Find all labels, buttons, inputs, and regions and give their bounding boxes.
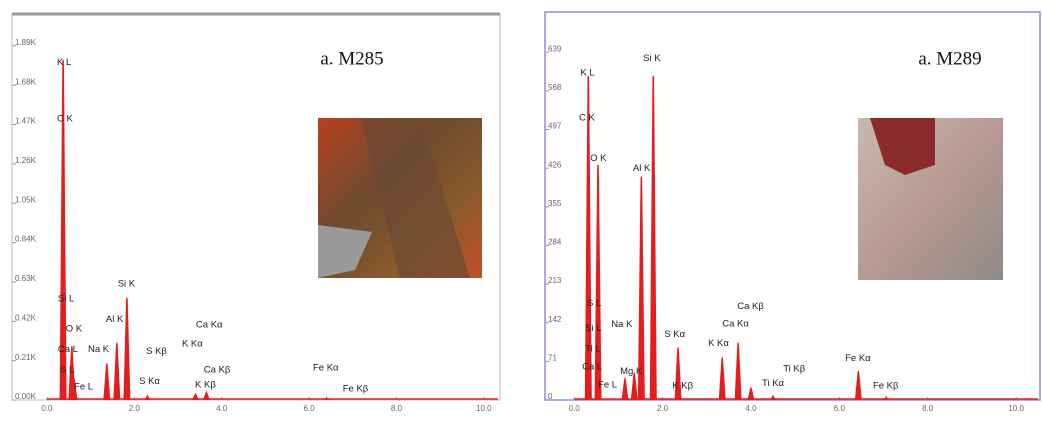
y-tick-label: 497 bbox=[548, 122, 562, 131]
peak-label: O K bbox=[590, 153, 607, 164]
peak-label: C K bbox=[57, 113, 73, 124]
peak-label: Ca Kα bbox=[722, 318, 749, 329]
y-tick-label: 142 bbox=[548, 315, 562, 324]
peak-label: Ca Kα bbox=[196, 320, 223, 331]
peak-label: Mg K bbox=[620, 366, 643, 377]
y-tick-label: 71 bbox=[548, 353, 557, 362]
photo-left bbox=[318, 118, 482, 278]
y-tick-label: 1.47K bbox=[15, 117, 37, 126]
x-tick-label: 4.0 bbox=[745, 404, 757, 413]
peak-label: S Kα bbox=[664, 329, 685, 340]
x-tick-label: 0.0 bbox=[41, 404, 53, 413]
peak-label: Si K bbox=[643, 53, 661, 64]
y-tick-label: 0.00K bbox=[15, 392, 37, 401]
peak-label: Si L bbox=[58, 293, 74, 304]
peak-label: Ti Kα bbox=[762, 378, 785, 389]
peak-label: Na K bbox=[611, 319, 633, 330]
photo-right bbox=[858, 118, 1003, 280]
peak-label: K Kβ bbox=[672, 380, 693, 391]
peak-label: Ti Kβ bbox=[783, 363, 806, 374]
peak-label: K Kα bbox=[708, 338, 729, 349]
peak-label: Si L bbox=[585, 323, 601, 334]
peak-label: Ti L bbox=[585, 343, 600, 354]
peak-label: Ca Kβ bbox=[737, 301, 764, 312]
x-tick-label: 0.0 bbox=[569, 404, 581, 413]
figure: a. M285 0.00K 0.21K 0.42K 0.63K 0.84K 1.05K 1.2… bbox=[0, 0, 1042, 434]
x-tick-label: 2.0 bbox=[129, 404, 141, 413]
x-tick-label: 8.0 bbox=[922, 404, 934, 413]
y-tick-label: 1.68K bbox=[15, 77, 37, 86]
y-tick-label: 639 bbox=[548, 44, 562, 53]
peak-label: Ca Kβ bbox=[204, 365, 231, 376]
peak-label: S Kα bbox=[139, 376, 160, 387]
peak-label: Fe Kα bbox=[845, 353, 871, 364]
chart-title: a. M289 bbox=[918, 48, 981, 69]
peak-label: Fe L bbox=[598, 379, 617, 390]
y-tick-label: 1.26K bbox=[15, 156, 37, 165]
x-tick-label: 6.0 bbox=[834, 404, 846, 413]
peak-label: S L bbox=[587, 298, 601, 309]
peak-label: Al K bbox=[106, 314, 124, 325]
x-tick-label: 2.0 bbox=[657, 404, 669, 413]
peak-label: O K bbox=[66, 323, 83, 334]
peak-label: Fe Kα bbox=[313, 363, 339, 374]
peak-label: Fe Kβ bbox=[873, 380, 899, 391]
peak-label: K L bbox=[580, 67, 594, 78]
peak-label: C K bbox=[579, 113, 596, 124]
peak-label: K Kβ bbox=[195, 380, 216, 391]
peak-label: Ca L bbox=[582, 361, 602, 372]
y-tick-label: 0.84K bbox=[15, 235, 37, 244]
y-tick-label: 426 bbox=[548, 160, 562, 169]
peak-label: K L bbox=[57, 57, 71, 68]
peak-label: Ca L bbox=[58, 344, 78, 355]
x-tick-label: 10.0 bbox=[1008, 404, 1024, 413]
x-tick-label: 10.0 bbox=[476, 404, 492, 413]
y-tick-label: 568 bbox=[548, 83, 562, 92]
y-tick-label: 213 bbox=[548, 276, 562, 285]
peak-label: Fe L bbox=[74, 381, 93, 392]
y-tick-label: 0.42K bbox=[15, 313, 37, 322]
peak-label: Al K bbox=[633, 163, 651, 174]
y-tick-label: 0.63K bbox=[15, 274, 37, 283]
peak-label: Si K bbox=[118, 278, 136, 289]
x-tick-label: 8.0 bbox=[391, 404, 403, 413]
y-tick-label: 0.21K bbox=[15, 353, 37, 362]
peak-label: K Kα bbox=[182, 338, 203, 349]
peak-label: S Kβ bbox=[146, 346, 167, 357]
peak-label: S L bbox=[60, 365, 74, 376]
peak-label: Na K bbox=[88, 344, 110, 355]
chart-title: a. M285 bbox=[320, 48, 383, 69]
y-tick-label: 284 bbox=[548, 238, 562, 247]
x-tick-label: 4.0 bbox=[216, 404, 228, 413]
peak-label: Fe Kβ bbox=[343, 383, 369, 394]
y-tick-label: 1.89K bbox=[15, 38, 37, 47]
y-tick-label: 355 bbox=[548, 199, 562, 208]
y-tick-label: 0 bbox=[548, 392, 553, 401]
x-tick-label: 6.0 bbox=[304, 404, 316, 413]
y-tick-label: 1.05K bbox=[15, 195, 37, 204]
